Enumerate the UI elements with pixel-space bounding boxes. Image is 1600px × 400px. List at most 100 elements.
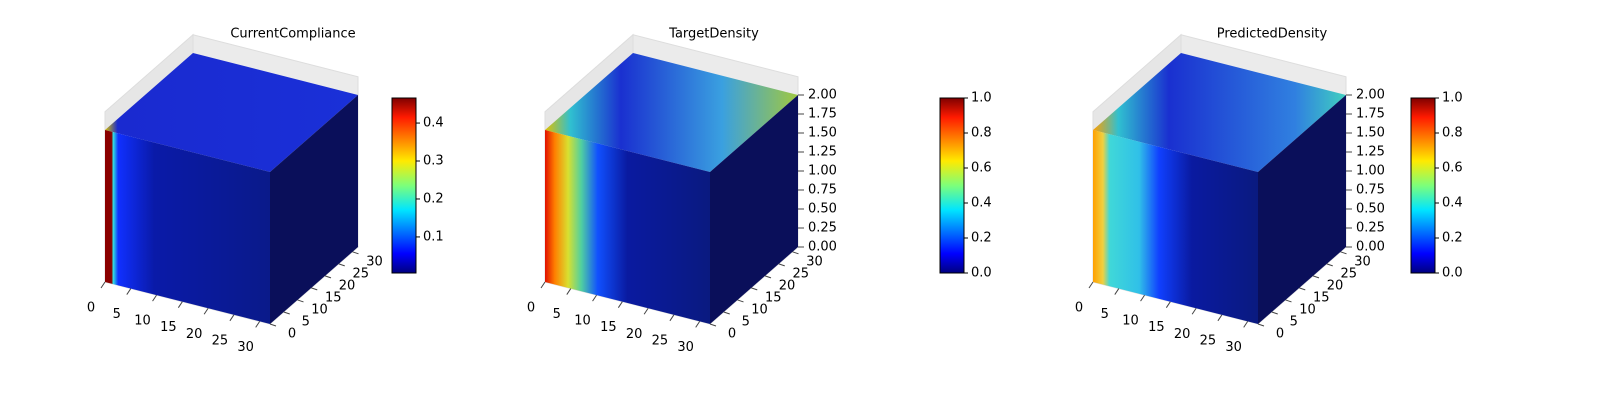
colorbar-tick-label: 0.2 [1442,231,1463,246]
colorbar-tick-label: 0.6 [971,161,992,176]
x-tick-label: 25 [652,333,669,348]
y-tick [751,287,758,291]
y-tick [311,287,318,291]
y-tick [352,251,359,255]
x-tick [643,307,649,315]
y-tick [297,299,304,303]
z-tick-label: 1.25 [1356,145,1385,160]
x-tick [126,288,132,295]
colorbar-tick-label: 0.4 [971,196,992,211]
y-tick [324,275,332,279]
colorbar-tick-label: 0.1 [423,229,444,244]
x-tick-label: 25 [212,333,229,348]
z-tick-label: 1.75 [1356,107,1385,122]
voxel-top-face [105,53,358,172]
x-tick [669,314,675,322]
y-tick [792,251,799,255]
y-tick [1312,275,1320,279]
y-tick-label: 5 [302,314,310,329]
x-tick [1243,321,1249,328]
x-tick [592,294,597,302]
colorbar-tick-label: 0.2 [971,231,992,246]
y-tick-label: 30 [366,254,383,269]
colorbar [1410,97,1436,274]
y-tick [1257,323,1265,327]
y-tick [1299,287,1306,291]
colorbar-tick-label: 0.4 [423,116,444,131]
y-tick [1271,311,1278,315]
z-tick-label: 0.75 [1356,183,1385,198]
chart-title: CurrentCompliance [230,27,355,42]
colorbar-tick-label: 0.8 [971,126,992,141]
y-tick-label: 10 [1299,302,1316,317]
x-tick-label: 10 [1122,314,1139,329]
x-tick-label: 5 [113,307,121,322]
y-tick [737,299,744,303]
voxel-side-face [1258,95,1346,324]
y-tick-label: 0 [288,327,296,342]
y-tick-label: 30 [806,254,823,269]
z-tick-label: 0.25 [808,221,837,236]
y-tick [723,311,730,315]
y-tick-label: 0 [1276,327,1284,342]
y-tick-label: 10 [751,302,768,317]
y-tick [1326,263,1333,267]
y-tick [338,263,345,267]
y-tick [269,323,277,327]
colorbar [391,97,417,274]
y-tick-label: 0 [728,327,736,342]
y-tick-label: 15 [1313,290,1330,305]
x-tick [1088,281,1094,289]
z-tick-label: 2.00 [808,88,837,103]
x-tick-label: 5 [553,307,561,322]
voxel-top-face [1093,53,1346,172]
z-tick-label: 1.00 [808,164,837,179]
y-tick-label: 25 [352,266,369,281]
y-tick [709,323,717,327]
x-tick-label: 5 [1101,307,1109,322]
x-tick-label: 20 [186,327,203,342]
z-tick-label: 0.00 [1356,240,1385,255]
x-tick-label: 0 [87,301,95,316]
voxel-front-face [545,130,710,324]
colorbar-tick-label: 0.0 [1442,266,1463,281]
y-tick-label: 25 [792,266,809,281]
y-tick-label: 20 [1327,278,1344,293]
chart-title: TargetDensity [668,27,759,42]
y-tick-label: 25 [1340,266,1357,281]
voxel-side-face [710,95,798,324]
z-tick-label: 1.25 [808,145,837,160]
y-tick-label: 5 [742,314,750,329]
x-tick-label: 30 [237,340,254,355]
y-tick [1285,299,1292,303]
x-tick-label: 0 [527,301,535,316]
x-tick-label: 15 [600,320,617,335]
z-tick-label: 2.00 [1356,88,1385,103]
z-tick-label: 0.75 [808,183,837,198]
y-tick [283,311,290,315]
z-tick-label: 1.00 [1356,164,1385,179]
x-tick [617,301,623,308]
z-tick-label: 0.50 [1356,202,1385,217]
colorbar [939,97,965,274]
voxel-top-face [545,53,798,172]
x-tick [540,281,546,289]
y-tick-label: 30 [1354,254,1371,269]
x-tick [1140,294,1145,302]
y-tick-label: 20 [339,278,356,293]
x-tick [255,321,261,328]
x-tick [177,301,183,308]
x-tick [152,294,157,302]
y-tick-label: 15 [325,290,342,305]
z-tick-label: 1.50 [1356,126,1385,141]
x-tick [1114,288,1120,295]
y-tick-label: 5 [1290,314,1298,329]
colorbar-tick-label: 0.0 [971,266,992,281]
x-tick [203,307,209,315]
y-tick [1340,251,1347,255]
chart-title: PredictedDensity [1217,27,1328,42]
x-tick-label: 30 [677,340,694,355]
colorbar-tick-label: 0.8 [1442,126,1463,141]
y-tick-label: 10 [311,302,328,317]
